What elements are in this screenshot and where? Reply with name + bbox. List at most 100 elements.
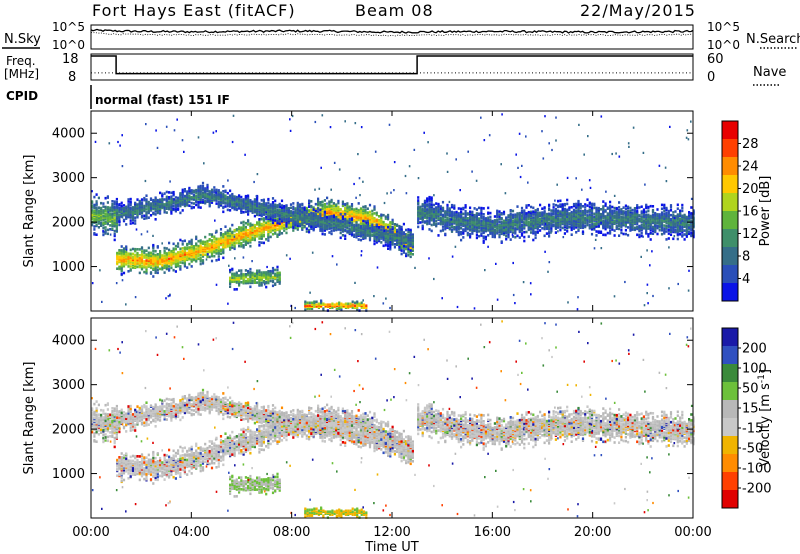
- power-cell: [210, 254, 214, 258]
- power-cell: [507, 230, 510, 234]
- power-cell: [267, 232, 270, 235]
- power-cell: [389, 244, 392, 247]
- power-cell: [489, 215, 492, 219]
- power-cell: [256, 221, 259, 224]
- power-cell: [362, 219, 365, 223]
- power-cell: [280, 226, 284, 229]
- power-cell: [305, 220, 308, 224]
- power-cell: [380, 228, 383, 231]
- power-cell: [285, 227, 288, 231]
- power-cell: [106, 195, 109, 198]
- power-cell: [95, 207, 98, 210]
- power-cell: [502, 233, 506, 236]
- power-cell: [138, 256, 141, 260]
- power-cell: [287, 207, 290, 210]
- power-cell: [362, 208, 365, 212]
- power-cell: [195, 247, 198, 250]
- power-cell: [330, 226, 333, 230]
- power-cell: [525, 212, 528, 215]
- power-cell: [355, 224, 358, 227]
- power-cell: [91, 209, 94, 212]
- power-cell: [174, 247, 177, 251]
- freq-tick-bottom: 8: [68, 70, 76, 85]
- power-cell: [165, 247, 168, 250]
- power-cell: [163, 208, 166, 212]
- power-cell: [233, 197, 236, 200]
- noise-tick-left-bottom: 10^0: [52, 38, 85, 52]
- power-cell: [192, 202, 195, 205]
- power-cell: [247, 229, 250, 232]
- power-cell: [116, 260, 119, 264]
- power-cell: [500, 223, 503, 227]
- power-cell: [554, 222, 557, 226]
- power-cell: [520, 216, 524, 220]
- power-data-cells: [91, 113, 695, 312]
- power-cell: [579, 220, 582, 224]
- power-cell: [195, 199, 198, 203]
- power-cell: [111, 204, 114, 208]
- power-cell: [258, 237, 261, 240]
- power-cell: [496, 228, 499, 231]
- power-cell: [127, 252, 130, 255]
- power-cell: [387, 229, 390, 233]
- power-cell: [444, 215, 447, 218]
- power-cell: [444, 223, 447, 227]
- power-cell: [283, 215, 286, 219]
- power-cell: [391, 230, 394, 234]
- power-cell: [335, 216, 338, 219]
- power-cell: [348, 224, 351, 228]
- power-cell: [294, 211, 297, 214]
- power-cell: [328, 227, 331, 230]
- power-cell: [373, 242, 376, 246]
- power-cell: [543, 210, 546, 213]
- power-cell: [509, 209, 512, 212]
- power-cell: [154, 263, 157, 267]
- power-cell: [525, 206, 528, 209]
- power-cell: [482, 239, 485, 242]
- power-cell: [197, 239, 200, 243]
- power-cell: [563, 212, 566, 216]
- power-cell: [186, 246, 189, 250]
- power-cell: [380, 231, 383, 234]
- power-cell: [332, 229, 335, 232]
- power-cell: [215, 229, 218, 233]
- power-cell: [156, 271, 159, 275]
- power-cell: [525, 217, 528, 220]
- power-cell: [341, 200, 344, 204]
- power-cell: [563, 202, 566, 206]
- power-cell: [93, 232, 96, 235]
- power-cell: [428, 217, 431, 220]
- power-cell: [462, 206, 465, 210]
- power-cell: [224, 205, 227, 208]
- power-cell: [231, 201, 234, 205]
- power-cell: [247, 211, 250, 214]
- power-cell: [568, 215, 571, 218]
- power-cell: [104, 226, 107, 229]
- power-cell: [240, 202, 243, 206]
- power-cell: [469, 225, 472, 228]
- power-cell: [457, 230, 460, 234]
- power-cell: [289, 225, 293, 229]
- power-cell: [496, 213, 499, 217]
- power-cell: [554, 209, 557, 213]
- power-cell: [482, 241, 485, 244]
- power-cell: [527, 204, 530, 207]
- power-cell: [296, 226, 299, 229]
- power-cell: [455, 210, 458, 214]
- power-cell: [581, 226, 585, 230]
- power-cell: [276, 227, 279, 231]
- power-cell: [498, 233, 501, 237]
- power-cell: [172, 255, 175, 258]
- power-cell: [543, 215, 546, 218]
- power-cell: [242, 235, 245, 238]
- power-cell: [407, 240, 410, 243]
- power-cell: [140, 250, 144, 253]
- power-cell: [581, 224, 585, 228]
- power-cell: [357, 226, 360, 230]
- power-cell: [337, 213, 340, 217]
- power-cell: [435, 209, 438, 212]
- power-cell: [516, 212, 519, 215]
- power-cell: [143, 270, 146, 274]
- power-cell: [289, 218, 293, 221]
- power-cell: [496, 211, 499, 215]
